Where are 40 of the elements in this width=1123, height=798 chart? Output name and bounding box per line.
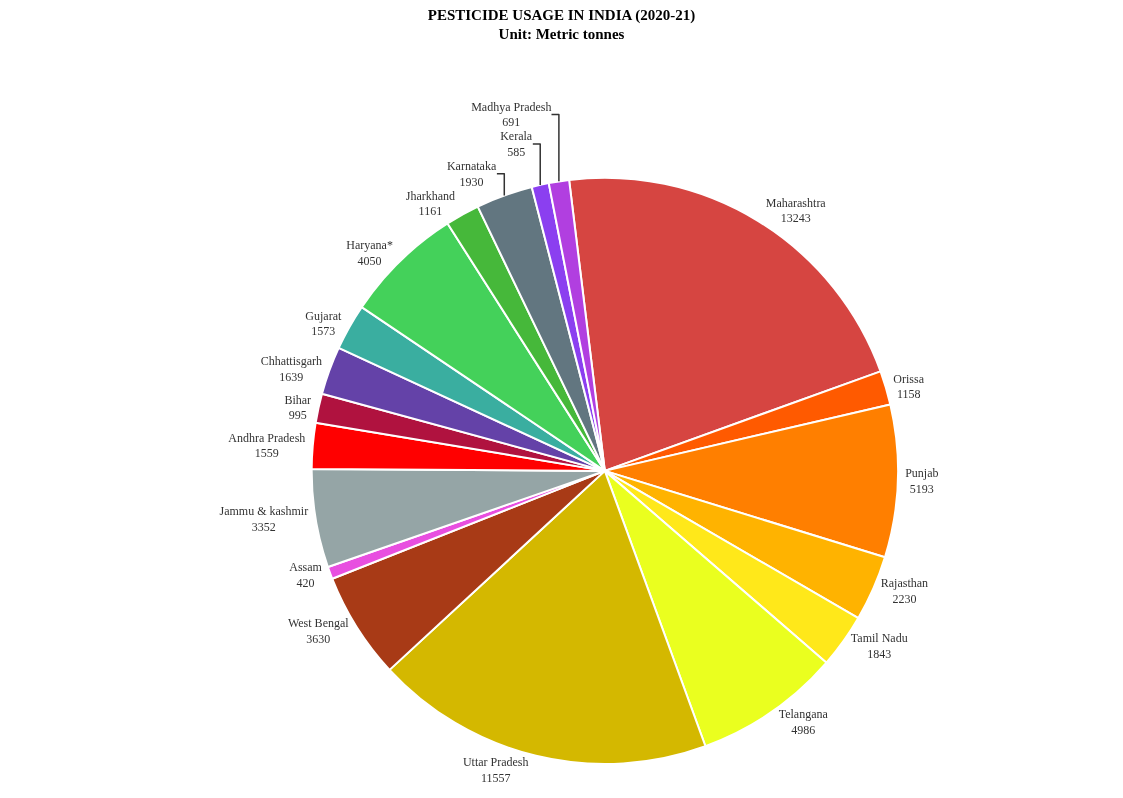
data-label: 1573 [311, 324, 336, 339]
slice-label: West Bengal [287, 616, 350, 631]
slice-label: Telangana [778, 707, 829, 722]
data-label: 1639 [279, 369, 304, 384]
slice-label: Madhya Pradesh [471, 99, 552, 114]
slice-label: Maharashtra [765, 195, 827, 210]
data-label: 5193 [909, 482, 934, 497]
slice-label: Jammu & kashmir [219, 504, 309, 519]
slice-label: Andhra Pradesh [228, 430, 306, 445]
data-label: 4986 [791, 723, 816, 738]
slice-label: Punjab [905, 466, 939, 481]
data-label: 585 [507, 144, 526, 159]
data-label: 1161 [418, 204, 443, 219]
data-label: 691 [502, 115, 521, 130]
slice-label: Jharkhand [405, 188, 456, 203]
slice-label: Kerala [500, 129, 533, 144]
data-label: 2230 [892, 591, 917, 606]
slice-label: Tamil Nadu [850, 631, 908, 646]
data-label: 4050 [357, 254, 382, 269]
slice-label: Haryana* [346, 238, 393, 253]
data-label: 1158 [896, 387, 921, 402]
slice-label: Bihar [284, 392, 312, 407]
chart-subtitle: Unit: Metric tonnes [498, 26, 625, 43]
data-label: 1559 [254, 446, 279, 461]
slice-label: Assam [289, 559, 323, 574]
slice-label: Gujarat [305, 308, 342, 323]
slice-label: Chhattisgarh [260, 353, 322, 368]
data-label: 1843 [867, 646, 892, 661]
data-label: 420 [296, 575, 315, 590]
slice-label: Rajasthan [880, 576, 929, 591]
slice-label: Karnataka [446, 158, 497, 173]
data-label: 3630 [306, 631, 331, 646]
slice-label: Orissa [893, 371, 925, 386]
data-label: 995 [288, 408, 307, 423]
data-label: 13243 [780, 211, 811, 226]
data-label: 1930 [459, 174, 484, 189]
slice-label: Uttar Pradesh [462, 755, 529, 770]
chart-title: PESTICIDE USAGE IN INDIA (2020-21) [427, 6, 696, 24]
data-label: 11557 [480, 770, 511, 785]
data-label: 3352 [251, 519, 276, 534]
